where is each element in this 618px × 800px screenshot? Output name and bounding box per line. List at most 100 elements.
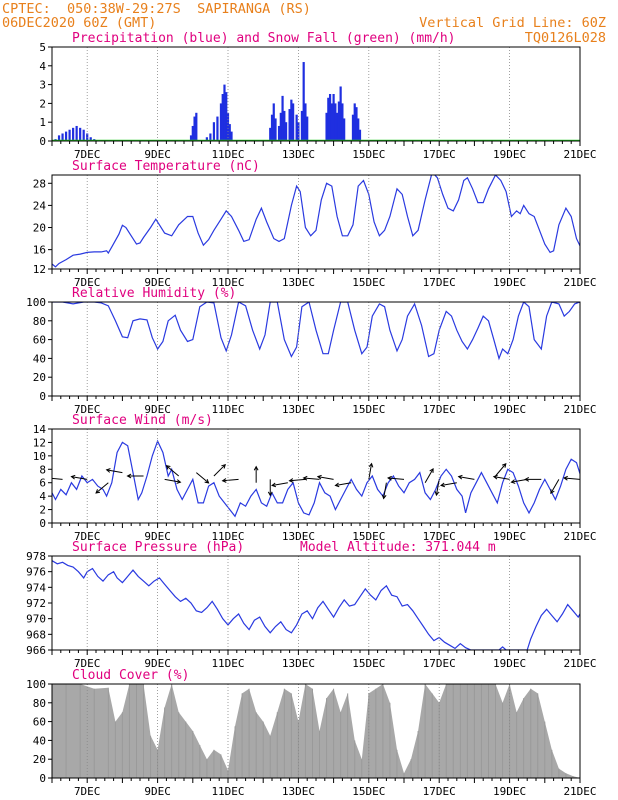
x-tick-label: 15DEC [352, 276, 385, 289]
wind-arrow [271, 482, 288, 488]
precip-bar [302, 62, 305, 141]
panel-pres: 966 968 970 972 974 976 978 7DEC 9DEC 11DEC 13DEC 1… [26, 540, 596, 670]
wind-arrow [424, 467, 434, 483]
wind-arrow [267, 479, 273, 497]
x-tick-label: 13DEC [282, 276, 315, 289]
y-tick-label: 968 [26, 628, 46, 641]
x-tick-label: 15DEC [352, 148, 385, 161]
x-tick-label: 21DEC [563, 657, 596, 670]
x-tick-label: 7DEC [74, 530, 101, 543]
wind-arrow [213, 463, 226, 477]
wind-arrow [457, 474, 475, 480]
y-tick-label: 20 [33, 753, 46, 766]
x-tick-label: 9DEC [144, 530, 171, 543]
precip-bar [191, 125, 194, 141]
precip-bar [79, 127, 82, 141]
precip-bar [353, 103, 356, 141]
cloud-cover-area [52, 684, 580, 778]
x-tick-label: 7DEC [74, 276, 101, 289]
wind-arrow [492, 474, 510, 480]
wind-arrow [195, 472, 210, 484]
y-tick-label: 14 [33, 423, 47, 436]
y-tick-label: 970 [26, 613, 46, 626]
precip-bar [212, 122, 216, 141]
precip-bar [193, 116, 196, 141]
wind-arrow [165, 465, 180, 477]
x-tick-label: 19DEC [493, 148, 526, 161]
x-tick-label: 17DEC [423, 148, 456, 161]
wind-arrow [334, 482, 352, 488]
precip-bar [274, 118, 277, 141]
y-tick-label: 20 [33, 371, 46, 384]
precip-bar [300, 110, 304, 141]
precip-bar [292, 103, 295, 141]
precip-bar [304, 103, 307, 141]
header-run-time: 06DEC2020 60Z (GMT) [2, 15, 157, 31]
precip-bar [279, 112, 282, 141]
y-tick-label: 6 [39, 477, 46, 490]
pres-title: Surface Pressure (hPa) [72, 540, 244, 555]
precip-bar [334, 103, 337, 141]
x-tick-label: 7DEC [74, 657, 101, 670]
cloud-title: Cloud Cover (%) [72, 668, 189, 683]
pres-plot-area [52, 560, 580, 650]
x-tick-label: 11DEC [211, 530, 244, 543]
x-tick-label: 9DEC [144, 785, 171, 798]
precip-bar [209, 133, 212, 141]
y-tick-label: 5 [39, 41, 46, 54]
precip-bar [343, 118, 346, 141]
wind-arrow [387, 475, 405, 481]
precip-bar [357, 118, 360, 141]
y-tick-label: 0 [39, 517, 46, 530]
x-tick-label: 13DEC [282, 530, 315, 543]
y-tick-label: 3 [39, 79, 46, 92]
wind-arrow [105, 468, 123, 474]
x-tick-label: 17DEC [423, 276, 456, 289]
header-vertical-grid: Vertical Grid Line: 60Z [419, 15, 606, 31]
wind-arrow [253, 465, 259, 483]
precip-bar [219, 103, 223, 141]
precip-bar [225, 92, 228, 141]
wind-arrow [524, 477, 542, 482]
y-tick-label: 100 [26, 296, 46, 309]
y-tick-label: 966 [26, 644, 46, 657]
pres-subtitle: Model Altitude: 371.044 m [300, 540, 496, 555]
pres-series-line [52, 560, 580, 650]
y-tick-label: 60 [33, 716, 46, 729]
wind-arrow [316, 474, 334, 480]
wind-arrow [126, 473, 144, 479]
y-tick-label: 10 [33, 450, 46, 463]
precip-bar [306, 116, 309, 141]
x-tick-label: 13DEC [282, 785, 315, 798]
precip-bar [189, 135, 193, 141]
precip-bar [336, 112, 339, 141]
y-tick-label: 80 [33, 697, 46, 710]
wind-arrow [221, 478, 239, 483]
precip-bar [327, 97, 330, 141]
x-tick-label: 7DEC [74, 785, 101, 798]
x-tick-label: 7DEC [74, 148, 101, 161]
wind-arrow [381, 482, 387, 500]
x-tick-label: 9DEC [144, 276, 171, 289]
precip-bar [339, 86, 342, 141]
x-tick-label: 11DEC [211, 276, 244, 289]
precip-bar [61, 133, 64, 141]
precip-frame [51, 46, 581, 142]
y-tick-label: 28 [33, 177, 46, 190]
precip-bar [221, 94, 224, 141]
y-tick-label: 40 [33, 734, 46, 747]
precip-bar [337, 101, 340, 141]
wind-arrow [368, 462, 374, 480]
precip-bar [358, 129, 362, 141]
precip-bar [281, 95, 284, 141]
x-tick-label: 9DEC [144, 148, 171, 161]
y-tick-label: 8 [39, 463, 46, 476]
y-tick-label: 2 [39, 504, 46, 517]
x-tick-label: 17DEC [423, 403, 456, 416]
panel-rh: 0 20 40 60 80 100 7DEC 9DEC 11DEC 13DEC 15DEC 17DEC… [26, 286, 596, 416]
x-tick-label: 9DEC [144, 657, 171, 670]
y-tick-label: 12 [33, 263, 46, 276]
wind-arrow [70, 474, 88, 480]
x-tick-label: 21DEC [563, 530, 596, 543]
